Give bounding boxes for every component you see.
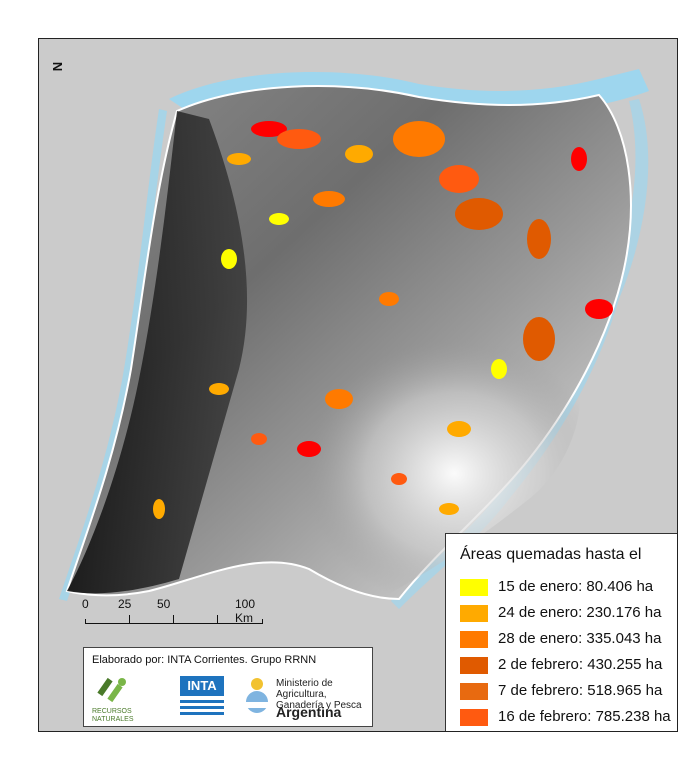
- scale-tick-label: 0: [82, 597, 89, 611]
- scale-tick: [129, 615, 130, 624]
- scale-tick: [217, 615, 218, 624]
- recursos-naturales-logo: RECURSOS NATURALES: [92, 674, 136, 723]
- inta-stripe: [180, 706, 224, 709]
- legend-label: 15 de enero: 80.406 ha: [498, 578, 654, 595]
- legend-label: 7 de febrero: 518.965 ha: [498, 682, 663, 699]
- legend-swatch: [460, 579, 488, 596]
- recursos-naturales-text: RECURSOS NATURALES: [92, 708, 134, 723]
- legend-title: Áreas quemadas hasta el: [460, 546, 642, 563]
- scale-tick-label: 50: [157, 597, 171, 611]
- uruguay-river: [391, 99, 649, 609]
- north-arrow: N: [50, 61, 66, 72]
- satellite-icon: [97, 677, 126, 703]
- map-canvas: [39, 39, 677, 731]
- legend-label: 2 de febrero: 430.255 ha: [498, 656, 663, 673]
- legend-swatch: [460, 657, 488, 674]
- inta-logo-text: INTA: [180, 676, 224, 696]
- scale-tick-label: 25: [118, 597, 132, 611]
- legend-swatch: [460, 709, 488, 726]
- inta-stripe: [180, 700, 224, 703]
- scale-bar: 0 25 50 100 Km: [82, 597, 265, 637]
- scale-tick: [173, 615, 174, 624]
- ministerio-text: Ministerio de Agricultura, Ganadería y P…: [276, 678, 362, 711]
- argentina-seal-icon: [246, 678, 268, 713]
- inta-logo: INTA: [180, 676, 224, 718]
- map-frame: N 0 25 50 100 Km Elaborado por: INTA Cor…: [38, 38, 678, 732]
- scale-bar-line: [85, 619, 263, 624]
- western-lowland: [67, 111, 248, 594]
- scale-tick-label: 100 Km: [235, 597, 256, 625]
- legend: Áreas quemadas hasta el 15 de enero: 80.…: [445, 533, 677, 731]
- burned-areas: [153, 121, 613, 519]
- inta-stripe: [180, 712, 224, 715]
- legend-label: 28 de enero: 335.043 ha: [498, 630, 662, 647]
- credit-title: Elaborado por: INTA Corrientes. Grupo RR…: [92, 654, 317, 666]
- credit-box: Elaborado por: INTA Corrientes. Grupo RR…: [83, 647, 373, 727]
- legend-swatch: [460, 631, 488, 648]
- legend-label: 24 de enero: 230.176 ha: [498, 604, 662, 621]
- legend-label: 16 de febrero: 785.238 ha: [498, 708, 671, 725]
- legend-swatch: [460, 605, 488, 622]
- argentina-text: Argentina: [276, 704, 342, 720]
- west-river: [59, 109, 167, 601]
- legend-swatch: [460, 683, 488, 700]
